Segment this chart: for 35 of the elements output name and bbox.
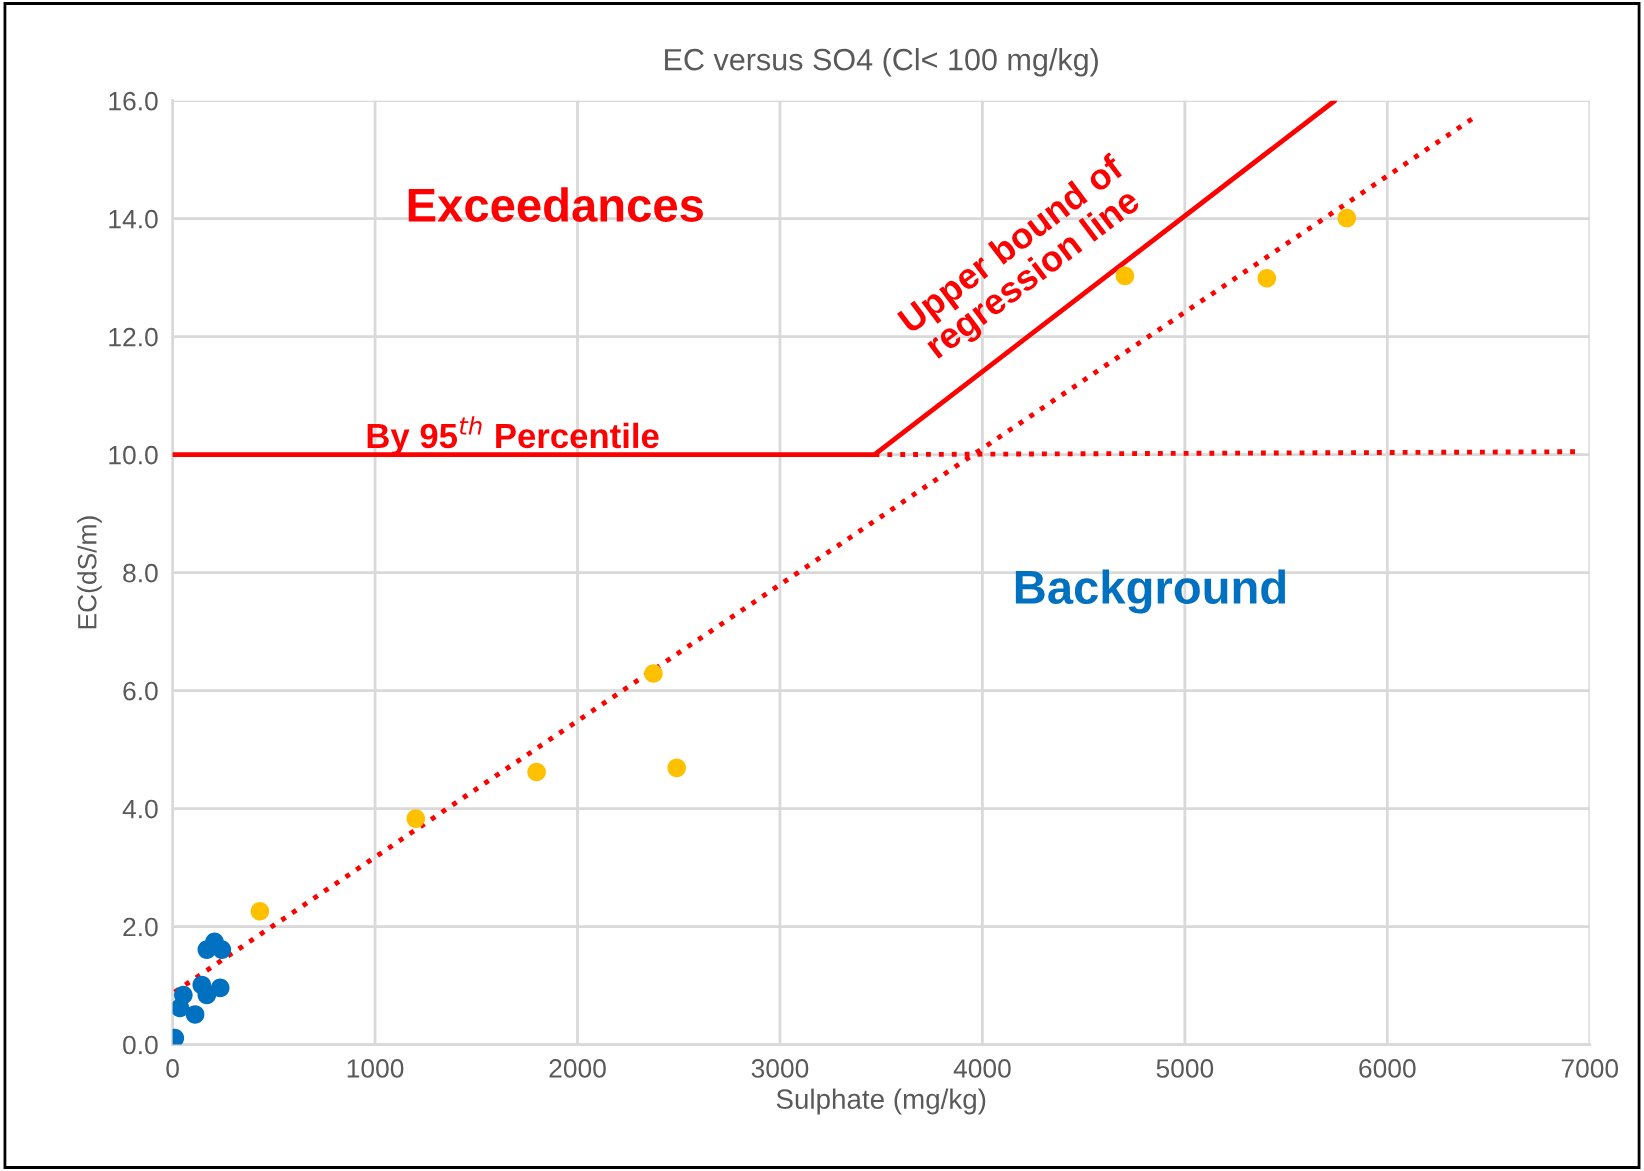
y-tick-label: 0.0 bbox=[123, 1035, 158, 1055]
x-tick-label: 0 bbox=[166, 1059, 179, 1078]
point bbox=[1337, 208, 1357, 228]
point bbox=[644, 664, 663, 683]
x-tick-label: 7000 bbox=[1561, 1059, 1619, 1078]
point bbox=[250, 901, 270, 921]
point bbox=[185, 1005, 205, 1024]
y-tick-label: 16.0 bbox=[109, 91, 158, 111]
annotation: Background bbox=[1015, 569, 1286, 614]
y-tick-label: 4.0 bbox=[122, 799, 158, 819]
point bbox=[212, 940, 232, 959]
point bbox=[667, 758, 687, 778]
y-tick-label: 8.0 bbox=[123, 563, 158, 583]
x-tick-label: 1000 bbox=[347, 1059, 404, 1078]
annotation: By 95$^{th}$ Percentile bbox=[367, 416, 659, 456]
x-axis-title: Sulphate (mg/kg) bbox=[776, 1088, 986, 1115]
chart-title: EC versus SO4 (Cl< 100 mg/kg) bbox=[665, 48, 1098, 77]
point bbox=[406, 809, 426, 828]
point bbox=[174, 985, 193, 1005]
point bbox=[1115, 266, 1135, 286]
y-tick-label: 10.0 bbox=[109, 445, 158, 465]
point bbox=[527, 762, 546, 782]
y-tick-label: 12.0 bbox=[109, 327, 158, 347]
x-tick-label: 5000 bbox=[1156, 1059, 1214, 1078]
x-tick-label: 6000 bbox=[1359, 1059, 1416, 1078]
y-tick-label: 6.0 bbox=[123, 681, 158, 701]
x-tick-label: 4000 bbox=[953, 1059, 1011, 1078]
x-tick-label: 3000 bbox=[751, 1059, 809, 1078]
annotation: Exceedances bbox=[408, 187, 703, 222]
point bbox=[210, 978, 230, 998]
y-axis-title: EC(dS/m) bbox=[77, 516, 102, 629]
point bbox=[1257, 268, 1277, 288]
y-tick-label: 2.0 bbox=[123, 917, 158, 937]
x-tick-label: 2000 bbox=[549, 1059, 606, 1078]
y-tick-label: 14.0 bbox=[109, 209, 158, 229]
